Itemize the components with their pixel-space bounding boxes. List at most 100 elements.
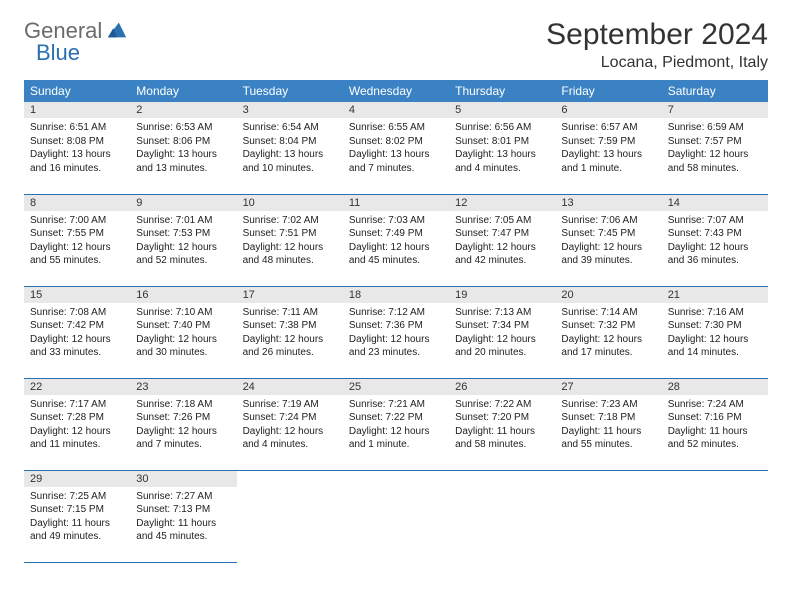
day-number: 28 xyxy=(662,379,768,395)
day-number: 18 xyxy=(343,287,449,303)
day-cell: 26Sunrise: 7:22 AMSunset: 7:20 PMDayligh… xyxy=(449,378,555,470)
weekday-friday: Friday xyxy=(555,80,661,102)
day-number: 20 xyxy=(555,287,661,303)
day-number: 1 xyxy=(24,102,130,118)
day-number: 5 xyxy=(449,102,555,118)
day-cell: 7Sunrise: 6:59 AMSunset: 7:57 PMDaylight… xyxy=(662,102,768,194)
day-cell: 27Sunrise: 7:23 AMSunset: 7:18 PMDayligh… xyxy=(555,378,661,470)
day-cell: 8Sunrise: 7:00 AMSunset: 7:55 PMDaylight… xyxy=(24,194,130,286)
day-details: Sunrise: 7:21 AMSunset: 7:22 PMDaylight:… xyxy=(343,395,449,458)
day-number: 4 xyxy=(343,102,449,118)
day-number: 9 xyxy=(130,195,236,211)
week-row: 15Sunrise: 7:08 AMSunset: 7:42 PMDayligh… xyxy=(24,286,768,378)
day-cell: 10Sunrise: 7:02 AMSunset: 7:51 PMDayligh… xyxy=(237,194,343,286)
day-cell: 13Sunrise: 7:06 AMSunset: 7:45 PMDayligh… xyxy=(555,194,661,286)
day-details: Sunrise: 6:56 AMSunset: 8:01 PMDaylight:… xyxy=(449,118,555,181)
day-cell: 12Sunrise: 7:05 AMSunset: 7:47 PMDayligh… xyxy=(449,194,555,286)
weekday-tuesday: Tuesday xyxy=(237,80,343,102)
empty-cell xyxy=(237,470,343,562)
weekday-saturday: Saturday xyxy=(662,80,768,102)
day-details: Sunrise: 7:02 AMSunset: 7:51 PMDaylight:… xyxy=(237,211,343,274)
day-cell: 4Sunrise: 6:55 AMSunset: 8:02 PMDaylight… xyxy=(343,102,449,194)
empty-cell xyxy=(662,470,768,562)
day-cell: 9Sunrise: 7:01 AMSunset: 7:53 PMDaylight… xyxy=(130,194,236,286)
day-details: Sunrise: 7:25 AMSunset: 7:15 PMDaylight:… xyxy=(24,487,130,550)
empty-cell xyxy=(449,470,555,562)
day-details: Sunrise: 7:16 AMSunset: 7:30 PMDaylight:… xyxy=(662,303,768,366)
weekday-thursday: Thursday xyxy=(449,80,555,102)
day-details: Sunrise: 7:01 AMSunset: 7:53 PMDaylight:… xyxy=(130,211,236,274)
weekday-sunday: Sunday xyxy=(24,80,130,102)
day-details: Sunrise: 7:05 AMSunset: 7:47 PMDaylight:… xyxy=(449,211,555,274)
day-number: 25 xyxy=(343,379,449,395)
logo-text-blue: Blue xyxy=(36,40,80,66)
day-number: 29 xyxy=(24,471,130,487)
day-cell: 21Sunrise: 7:16 AMSunset: 7:30 PMDayligh… xyxy=(662,286,768,378)
calendar: SundayMondayTuesdayWednesdayThursdayFrid… xyxy=(24,80,768,563)
day-details: Sunrise: 7:19 AMSunset: 7:24 PMDaylight:… xyxy=(237,395,343,458)
day-details: Sunrise: 7:24 AMSunset: 7:16 PMDaylight:… xyxy=(662,395,768,458)
day-details: Sunrise: 7:23 AMSunset: 7:18 PMDaylight:… xyxy=(555,395,661,458)
day-number: 8 xyxy=(24,195,130,211)
day-cell: 18Sunrise: 7:12 AMSunset: 7:36 PMDayligh… xyxy=(343,286,449,378)
day-number: 2 xyxy=(130,102,236,118)
day-cell: 30Sunrise: 7:27 AMSunset: 7:13 PMDayligh… xyxy=(130,470,236,562)
day-details: Sunrise: 6:57 AMSunset: 7:59 PMDaylight:… xyxy=(555,118,661,181)
day-number: 17 xyxy=(237,287,343,303)
day-cell: 11Sunrise: 7:03 AMSunset: 7:49 PMDayligh… xyxy=(343,194,449,286)
day-cell: 22Sunrise: 7:17 AMSunset: 7:28 PMDayligh… xyxy=(24,378,130,470)
logo-triangle-icon xyxy=(106,19,128,41)
week-row: 8Sunrise: 7:00 AMSunset: 7:55 PMDaylight… xyxy=(24,194,768,286)
day-number: 15 xyxy=(24,287,130,303)
day-cell: 15Sunrise: 7:08 AMSunset: 7:42 PMDayligh… xyxy=(24,286,130,378)
day-details: Sunrise: 6:51 AMSunset: 8:08 PMDaylight:… xyxy=(24,118,130,181)
day-cell: 6Sunrise: 6:57 AMSunset: 7:59 PMDaylight… xyxy=(555,102,661,194)
day-cell: 24Sunrise: 7:19 AMSunset: 7:24 PMDayligh… xyxy=(237,378,343,470)
day-cell: 1Sunrise: 6:51 AMSunset: 8:08 PMDaylight… xyxy=(24,102,130,194)
logo-blue-row: Blue xyxy=(36,40,80,66)
day-number: 12 xyxy=(449,195,555,211)
day-details: Sunrise: 7:11 AMSunset: 7:38 PMDaylight:… xyxy=(237,303,343,366)
day-number: 22 xyxy=(24,379,130,395)
day-number: 6 xyxy=(555,102,661,118)
day-cell: 28Sunrise: 7:24 AMSunset: 7:16 PMDayligh… xyxy=(662,378,768,470)
day-details: Sunrise: 7:14 AMSunset: 7:32 PMDaylight:… xyxy=(555,303,661,366)
month-title: September 2024 xyxy=(546,18,768,52)
day-number: 14 xyxy=(662,195,768,211)
day-details: Sunrise: 7:03 AMSunset: 7:49 PMDaylight:… xyxy=(343,211,449,274)
day-cell: 20Sunrise: 7:14 AMSunset: 7:32 PMDayligh… xyxy=(555,286,661,378)
day-details: Sunrise: 6:55 AMSunset: 8:02 PMDaylight:… xyxy=(343,118,449,181)
day-number: 26 xyxy=(449,379,555,395)
day-number: 23 xyxy=(130,379,236,395)
day-number: 7 xyxy=(662,102,768,118)
weekday-wednesday: Wednesday xyxy=(343,80,449,102)
empty-cell xyxy=(555,470,661,562)
day-number: 24 xyxy=(237,379,343,395)
weekday-monday: Monday xyxy=(130,80,236,102)
day-cell: 16Sunrise: 7:10 AMSunset: 7:40 PMDayligh… xyxy=(130,286,236,378)
day-details: Sunrise: 6:54 AMSunset: 8:04 PMDaylight:… xyxy=(237,118,343,181)
day-number: 27 xyxy=(555,379,661,395)
day-details: Sunrise: 7:10 AMSunset: 7:40 PMDaylight:… xyxy=(130,303,236,366)
location: Locana, Piedmont, Italy xyxy=(546,54,768,72)
day-details: Sunrise: 7:12 AMSunset: 7:36 PMDaylight:… xyxy=(343,303,449,366)
day-number: 30 xyxy=(130,471,236,487)
day-details: Sunrise: 7:07 AMSunset: 7:43 PMDaylight:… xyxy=(662,211,768,274)
empty-cell xyxy=(343,470,449,562)
week-row: 29Sunrise: 7:25 AMSunset: 7:15 PMDayligh… xyxy=(24,470,768,562)
day-details: Sunrise: 7:00 AMSunset: 7:55 PMDaylight:… xyxy=(24,211,130,274)
header: General September 2024 Locana, Piedmont,… xyxy=(24,18,768,72)
day-details: Sunrise: 7:22 AMSunset: 7:20 PMDaylight:… xyxy=(449,395,555,458)
day-number: 11 xyxy=(343,195,449,211)
day-details: Sunrise: 7:27 AMSunset: 7:13 PMDaylight:… xyxy=(130,487,236,550)
weekday-row: SundayMondayTuesdayWednesdayThursdayFrid… xyxy=(24,80,768,102)
title-block: September 2024 Locana, Piedmont, Italy xyxy=(546,18,768,72)
day-cell: 3Sunrise: 6:54 AMSunset: 8:04 PMDaylight… xyxy=(237,102,343,194)
day-details: Sunrise: 7:08 AMSunset: 7:42 PMDaylight:… xyxy=(24,303,130,366)
day-cell: 2Sunrise: 6:53 AMSunset: 8:06 PMDaylight… xyxy=(130,102,236,194)
day-cell: 17Sunrise: 7:11 AMSunset: 7:38 PMDayligh… xyxy=(237,286,343,378)
day-details: Sunrise: 7:13 AMSunset: 7:34 PMDaylight:… xyxy=(449,303,555,366)
day-cell: 29Sunrise: 7:25 AMSunset: 7:15 PMDayligh… xyxy=(24,470,130,562)
day-number: 16 xyxy=(130,287,236,303)
day-details: Sunrise: 6:59 AMSunset: 7:57 PMDaylight:… xyxy=(662,118,768,181)
